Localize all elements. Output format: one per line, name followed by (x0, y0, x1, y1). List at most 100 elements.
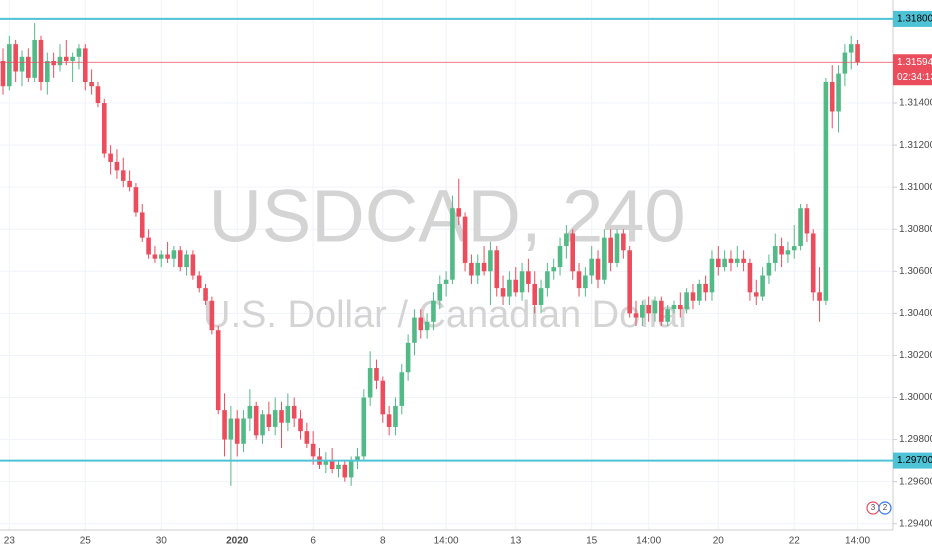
x-tick-label: 6 (310, 536, 316, 547)
candle-body (646, 304, 651, 314)
candle-body (697, 283, 702, 301)
candle-body (133, 187, 139, 213)
candle-body (703, 283, 708, 293)
candle-body (494, 250, 500, 289)
candle-body (114, 161, 120, 171)
candle-body (101, 103, 107, 154)
candle-body (659, 300, 664, 322)
candle-body (272, 410, 278, 427)
x-tick-label: 22 (789, 536, 801, 547)
candle-body (614, 233, 620, 263)
candle-body (481, 262, 487, 272)
candle-body (51, 60, 56, 66)
candle-body (715, 258, 721, 268)
candle-body (418, 317, 424, 331)
candle-body (633, 313, 639, 318)
y-tick-label: 1.29600 (899, 476, 932, 487)
price-tag (893, 10, 932, 27)
event-badge-label: 3 (871, 503, 876, 512)
candle-body (785, 250, 791, 255)
price-tag (893, 452, 932, 469)
candle-body (57, 56, 63, 66)
candle-body (393, 405, 398, 427)
candle-body (298, 418, 303, 432)
candle-body (336, 464, 341, 470)
candle-body (513, 279, 519, 293)
candle-body (367, 368, 373, 398)
candle-body (557, 246, 563, 268)
candle-body (678, 304, 683, 310)
candle-body (76, 48, 82, 57)
candle-body (342, 464, 348, 478)
candle-body (576, 271, 582, 289)
candle-body (722, 258, 727, 268)
candle-body (386, 414, 392, 427)
candle-body (228, 418, 234, 440)
candle-body (405, 342, 411, 373)
candle-body (89, 82, 94, 87)
candle-body (627, 250, 632, 314)
y-tick-label: 1.30800 (899, 224, 932, 235)
candle-body (823, 82, 829, 301)
candle-body (380, 380, 386, 415)
candle-body (602, 237, 607, 280)
candle-body (45, 60, 50, 83)
y-tick-label: 1.29800 (899, 434, 932, 445)
candle-body (741, 258, 746, 263)
candle-body (70, 56, 75, 61)
x-tick-label: 8 (380, 536, 386, 547)
candle-body (608, 237, 613, 263)
candle-body (253, 405, 259, 436)
candle-body (621, 233, 626, 251)
y-tick-label: 1.31400 (899, 98, 932, 109)
candle-body (753, 292, 759, 297)
candle-body (747, 262, 753, 293)
candle-body (829, 82, 835, 112)
candle-body (260, 414, 265, 436)
candle-body (32, 39, 37, 78)
candle-body (836, 73, 841, 112)
candle-body (171, 250, 177, 259)
candle-body (665, 309, 670, 322)
y-tick-label: 1.31000 (899, 182, 932, 193)
candle-body (108, 153, 113, 162)
countdown-label: 02:34:13 (897, 72, 932, 83)
candle-body (462, 216, 468, 263)
candle-body (760, 275, 765, 297)
candle-body (424, 321, 430, 331)
candle-body (310, 443, 316, 457)
candle-body (564, 233, 569, 247)
price-tag-label: 1.29700 (897, 455, 932, 466)
candle-body (158, 254, 164, 259)
candle-body (120, 170, 126, 181)
candle-body (842, 52, 848, 74)
y-tick-label: 1.29400 (899, 518, 932, 529)
candle-body (304, 431, 310, 444)
candle-body (734, 258, 740, 263)
candle-body (500, 288, 506, 297)
candle-body (95, 86, 101, 104)
x-tick-label: 13 (510, 536, 522, 547)
candle-body (139, 212, 145, 238)
candle-body (285, 405, 291, 423)
candle-body (583, 275, 588, 289)
candle-body (7, 44, 12, 87)
x-tick-label: 30 (156, 536, 168, 547)
x-tick-label: 23 (4, 536, 16, 547)
candle-body (855, 44, 860, 63)
x-tick-label: 15 (586, 536, 598, 547)
candle-body (323, 460, 329, 465)
candle-body (570, 233, 575, 272)
y-tick-label: 1.31200 (899, 140, 932, 151)
candle-body (640, 304, 645, 318)
candle-body (19, 56, 25, 72)
candle-body (209, 300, 215, 331)
price-tag-label: 1.31800 (897, 14, 932, 25)
candle-body (589, 258, 594, 276)
candle-body (450, 208, 455, 280)
candle-body (779, 246, 784, 255)
candle-body (291, 405, 297, 419)
